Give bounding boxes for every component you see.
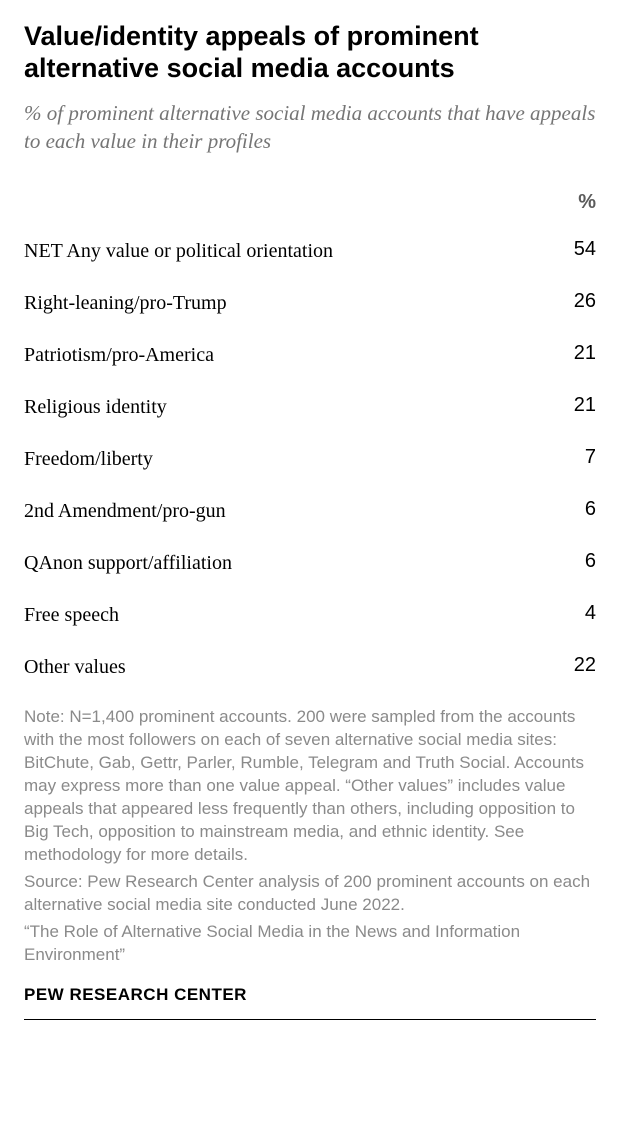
table-row: Patriotism/pro-America 21 [24,342,596,368]
row-label: 2nd Amendment/pro-gun [24,498,534,524]
methodology-note: Note: N=1,400 prominent accounts. 200 we… [24,706,596,867]
bottom-rule [24,1019,596,1020]
row-label: Patriotism/pro-America [24,342,534,368]
row-label: NET Any value or political orientation [24,238,534,264]
row-label: Religious identity [24,394,534,420]
page-subtitle: % of prominent alternative social media … [24,99,596,156]
row-value: 4 [534,602,596,625]
page-title: Value/identity appeals of prominent alte… [24,20,596,85]
row-value: 6 [534,550,596,573]
row-label: Other values [24,654,534,680]
table-row: 2nd Amendment/pro-gun 6 [24,498,596,524]
percent-header: % [534,191,596,214]
row-value: 26 [534,290,596,313]
row-value: 54 [534,238,596,261]
table-header: % [24,191,596,214]
row-value: 6 [534,498,596,521]
row-label: Free speech [24,602,534,628]
data-table: % NET Any value or political orientation… [24,191,596,680]
row-label: Right-leaning/pro-Trump [24,290,534,316]
organization-name: PEW RESEARCH CENTER [24,985,596,1005]
row-value: 21 [534,342,596,365]
source-text: Source: Pew Research Center analysis of … [24,871,596,917]
row-value: 22 [534,654,596,677]
table-row: Free speech 4 [24,602,596,628]
row-label: Freedom/liberty [24,446,534,472]
table-row: Other values 22 [24,654,596,680]
report-title: “The Role of Alternative Social Media in… [24,921,596,967]
table-row: Religious identity 21 [24,394,596,420]
row-value: 7 [534,446,596,469]
table-row: Freedom/liberty 7 [24,446,596,472]
table-row: NET Any value or political orientation 5… [24,238,596,264]
table-row: QAnon support/affiliation 6 [24,550,596,576]
row-value: 21 [534,394,596,417]
table-row: Right-leaning/pro-Trump 26 [24,290,596,316]
row-label: QAnon support/affiliation [24,550,534,576]
